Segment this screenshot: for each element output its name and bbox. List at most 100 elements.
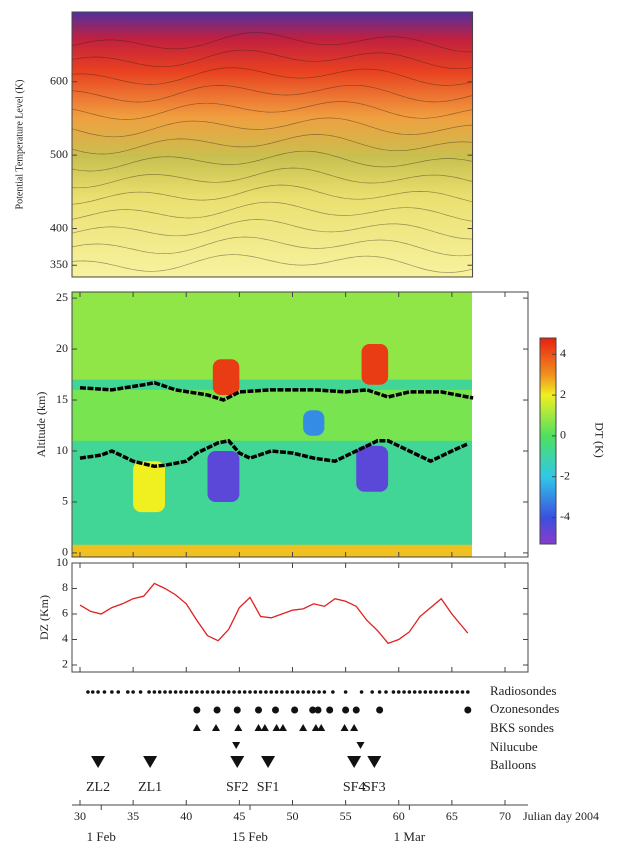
colorbar-tick-label: 4: [560, 346, 566, 360]
radiosonde-marker: [331, 690, 335, 694]
balloon-label: SF2: [226, 780, 249, 795]
radiosonde-marker: [285, 690, 289, 694]
radiosonde-marker: [377, 690, 382, 694]
radiosonde-marker: [226, 690, 231, 694]
y-tick-label: 10: [56, 555, 68, 569]
contour-line: [71, 67, 473, 86]
ozonesonde-marker: [464, 706, 472, 714]
radiosonde-marker: [301, 690, 305, 694]
ozonesonde-marker: [326, 706, 334, 714]
heat-cell: [133, 461, 165, 513]
radiosonde-marker: [264, 690, 268, 694]
date-tick-label: 1 Mar: [394, 829, 426, 844]
colorbar-label: DT (K): [592, 422, 606, 457]
radiosonde-marker: [221, 690, 226, 694]
y-tick-label: 6: [62, 606, 68, 620]
bks-marker: [254, 724, 263, 731]
colorbar-tick-label: 0: [560, 428, 566, 442]
radiosonde-marker: [274, 690, 279, 694]
contour-line: [71, 32, 472, 53]
contour-line: [71, 184, 473, 205]
x-tick-label: 60: [393, 809, 405, 823]
contour-line: [71, 84, 473, 103]
nilucube-marker: [356, 742, 365, 749]
radiosonde-marker: [296, 690, 300, 694]
y-axis-label: DZ (Km): [37, 595, 51, 640]
row-label: Balloons: [490, 757, 536, 772]
radiosonde-marker: [195, 690, 199, 694]
colorbar-tick-label: 2: [560, 387, 566, 401]
y-tick-label: 25: [56, 290, 68, 304]
heat-cell: [303, 410, 325, 436]
radiosonde-marker: [147, 690, 151, 694]
tropopause-line: [79, 438, 469, 469]
radiosonde-marker: [200, 690, 204, 694]
radiosonde-marker: [258, 690, 263, 694]
radiosonde-marker: [439, 690, 444, 694]
x-tick-label: 30: [74, 809, 86, 823]
y-tick-label: 20: [56, 341, 68, 355]
ozonesonde-marker: [272, 706, 279, 714]
heat-cell: [72, 389, 472, 441]
radiosonde-marker: [152, 690, 157, 694]
bks-marker: [311, 724, 320, 731]
radiosonde-marker: [184, 690, 189, 694]
y-tick-label: 400: [50, 220, 68, 234]
balloon-label: ZL2: [86, 780, 110, 795]
heat-cell: [361, 343, 389, 385]
contour-line: [71, 219, 473, 240]
y-tick-label: 8: [62, 580, 68, 594]
row-label: BKS sondes: [490, 720, 554, 735]
balloon-label: SF4: [343, 780, 366, 795]
radiosonde-marker: [179, 690, 183, 694]
balloon-marker: [261, 756, 276, 768]
radiosonde-marker: [418, 690, 422, 694]
radiosonde-marker: [306, 690, 311, 694]
radiosonde-marker: [370, 690, 374, 694]
radiosonde-marker: [290, 690, 295, 694]
contour-line: [71, 201, 473, 222]
heat-cell: [356, 445, 389, 492]
panel-frame: [71, 562, 529, 673]
radiosonde-marker: [455, 690, 459, 694]
radiosonde-marker: [423, 690, 428, 694]
contour-line: [71, 167, 473, 189]
balloon-label: SF3: [363, 780, 386, 795]
radiosonde-marker: [157, 690, 162, 694]
y-tick-label: 15: [56, 392, 68, 406]
bks-marker: [350, 724, 359, 731]
bks-marker: [317, 724, 326, 731]
ozonesonde-marker: [213, 706, 221, 714]
bks-marker: [340, 724, 349, 731]
ozonesonde-marker: [314, 706, 322, 714]
heat-cell: [72, 292, 472, 380]
ozonesonde-marker: [352, 706, 360, 714]
radiosonde-marker: [248, 690, 252, 694]
radiosonde-marker: [280, 690, 284, 694]
radiosonde-marker: [384, 690, 388, 694]
ozonesonde-marker: [376, 706, 384, 714]
y-tick-label: 500: [50, 147, 68, 161]
radiosonde-marker: [116, 690, 121, 694]
x-tick-label: 70: [499, 809, 511, 823]
bks-marker: [299, 724, 308, 731]
ozonesonde-marker: [255, 706, 262, 714]
radiosonde-marker: [391, 690, 396, 694]
radiosonde-marker: [96, 690, 100, 694]
radiosonde-marker: [269, 690, 274, 694]
x-tick-label: 40: [180, 809, 192, 823]
radiosonde-marker: [407, 690, 412, 694]
heat-cell: [212, 359, 240, 395]
radiosonde-marker: [396, 690, 401, 694]
dz-line: [79, 582, 469, 645]
colorbar-tick-label: -4: [560, 509, 570, 523]
balloon-marker: [91, 756, 106, 768]
radiosonde-marker: [216, 690, 220, 694]
panel-frame: [71, 291, 529, 558]
y-tick-label: 350: [50, 257, 68, 271]
radiosonde-marker: [460, 690, 465, 694]
y-tick-label: 600: [50, 73, 68, 87]
contour-line: [71, 134, 473, 155]
radiosonde-marker: [102, 690, 107, 694]
